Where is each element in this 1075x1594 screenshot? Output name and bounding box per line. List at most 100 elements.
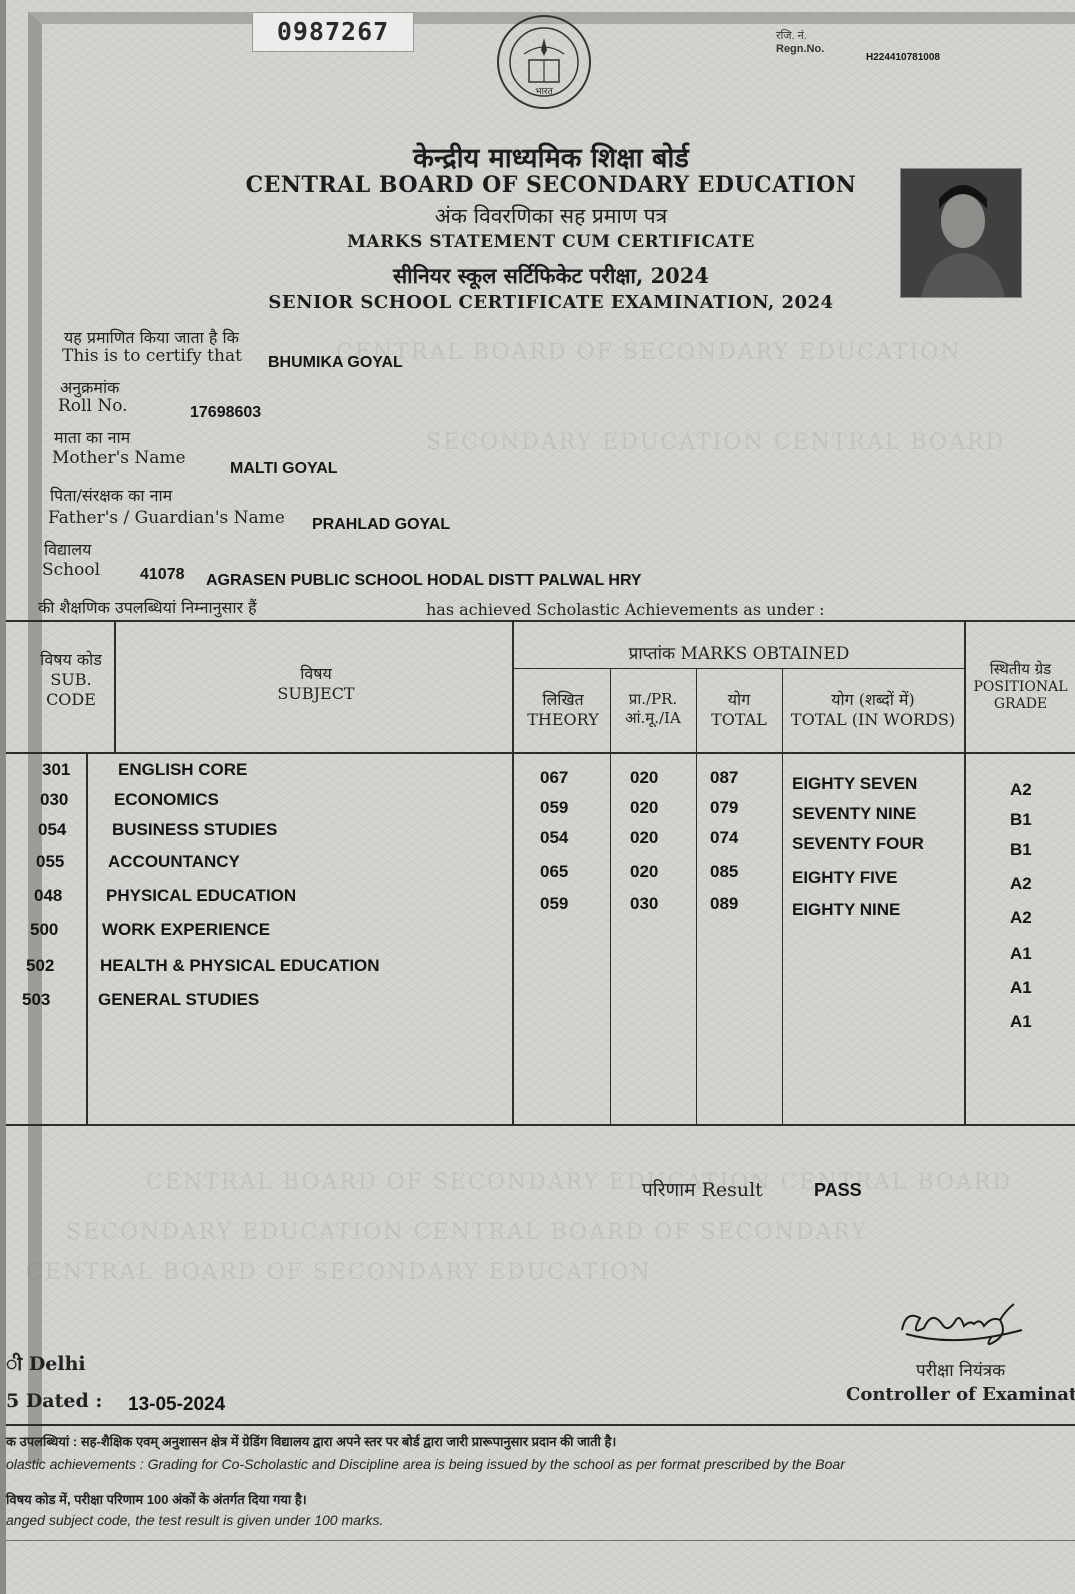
practical-marks: 020 xyxy=(630,828,659,847)
subject-code: 502 xyxy=(26,956,55,975)
result-value: PASS xyxy=(814,1180,862,1200)
practical-marks: 020 xyxy=(630,862,659,881)
subject-name: WORK EXPERIENCE xyxy=(102,920,271,939)
mother-name: MALTI GOYAL xyxy=(230,460,338,477)
subject-code: 054 xyxy=(38,820,67,839)
issue-date: 13-05-2024 xyxy=(128,1394,226,1415)
controller-signature xyxy=(901,1303,1023,1345)
note2-english: anged subject code, the test result is g… xyxy=(6,1512,384,1528)
dated-label: 5 Dated : xyxy=(6,1390,103,1412)
cbse-emblem-icon: भारत xyxy=(497,15,591,109)
certify-hindi-label: यह प्रमाणित किया जाता है कि xyxy=(64,328,239,347)
theory-marks: 054 xyxy=(540,828,569,847)
result-label-hindi: परिणाम xyxy=(642,1179,696,1201)
header-subject-hindi: विषय xyxy=(300,664,332,683)
watermark: CENTRAL BOARD OF SECONDARY EDUCATION xyxy=(26,1260,652,1285)
header-words: योग (शब्दों में) TOTAL (IN WORDS) xyxy=(782,690,964,730)
subject-name: ECONOMICS xyxy=(114,790,219,809)
total-in-words: EIGHTY FIVE xyxy=(792,868,898,887)
header-words-english: TOTAL (IN WORDS) xyxy=(790,710,956,729)
positional-grade: A1 xyxy=(1010,978,1032,997)
certify-english-label: This is to certify that xyxy=(62,346,242,366)
header-total: योग TOTAL xyxy=(696,690,782,730)
serial-number: 0987267 xyxy=(252,12,414,52)
roll-english-label: Roll No. xyxy=(58,396,128,416)
student-photo xyxy=(900,168,1022,298)
footer-bottom-line xyxy=(6,1540,1075,1541)
header-theory-english: THEORY xyxy=(527,710,599,729)
result-label-english: Result xyxy=(701,1179,763,1201)
total-in-words: SEVENTY FOUR xyxy=(792,834,924,853)
watermark: SECONDARY EDUCATION CENTRAL BOARD OF SEC… xyxy=(66,1220,868,1245)
header-subject-english: SUBJECT xyxy=(277,684,355,703)
header-pr-ia: प्रा./PR. आं.मू./IA xyxy=(610,690,696,728)
positional-grade: A2 xyxy=(1010,874,1032,893)
theory-marks: 059 xyxy=(540,894,569,913)
subject-code: 503 xyxy=(22,990,51,1009)
watermark: CENTRAL BOARD OF SECONDARY EDUCATION xyxy=(336,340,962,365)
total-in-words: EIGHTY NINE xyxy=(792,900,901,919)
col-divider xyxy=(964,620,966,1124)
statement-title-english: MARKS STATEMENT CUM CERTIFICATE xyxy=(347,232,755,252)
exam-title-hindi: सीनियर स्कूल सर्टिफिकेट परीक्षा, 2024 xyxy=(392,263,710,288)
total-marks: 087 xyxy=(710,768,739,787)
practical-marks: 020 xyxy=(630,798,659,817)
father-name: PRAHLAD GOYAL xyxy=(312,516,451,533)
roll-number: 17698603 xyxy=(190,404,262,421)
table-top-border xyxy=(6,620,1075,622)
total-in-words: SEVENTY NINE xyxy=(792,804,917,823)
subject-name: ENGLISH CORE xyxy=(118,760,248,779)
subject-code: 301 xyxy=(42,760,71,779)
header-marks: प्राप्तांक MARKS OBTAINED xyxy=(514,644,964,665)
board-name-english: CENTRAL BOARD OF SECONDARY EDUCATION xyxy=(245,172,857,198)
header-total-hindi: योग xyxy=(727,690,751,709)
subject-code: 030 xyxy=(40,790,69,809)
school-name: AGRASEN PUBLIC SCHOOL HODAL DISTT PALWAL… xyxy=(206,572,642,589)
header-code: विषय कोड SUB. CODE xyxy=(26,650,116,710)
positional-grade: B1 xyxy=(1010,810,1032,829)
footer-divider xyxy=(6,1424,1075,1426)
header-subject: विषय SUBJECT xyxy=(216,664,416,704)
practical-marks: 020 xyxy=(630,768,659,787)
certificate-sheet: CENTRAL BOARD OF SECONDARY EDUCATION SEC… xyxy=(6,0,1075,1594)
watermark: SECONDARY EDUCATION CENTRAL BOARD xyxy=(426,430,1006,455)
header-total-english: TOTAL xyxy=(711,710,767,729)
mother-english-label: Mother's Name xyxy=(52,448,186,468)
col-divider xyxy=(610,668,611,1124)
father-english-label: Father's / Guardian's Name xyxy=(48,508,285,528)
subject-code: 048 xyxy=(34,886,63,905)
note1-hindi: क उपलब्धियां : सह-शैक्षिक एवम् अनुशासन क… xyxy=(6,1434,617,1449)
col-divider xyxy=(696,668,697,1124)
board-name-hindi: केन्द्रीय माध्यमिक शिक्षा बोर्ड xyxy=(413,143,689,174)
exam-title-english: SENIOR SCHOOL CERTIFICATE EXAMINATION, 2… xyxy=(268,292,834,313)
controller-hindi: परीक्षा नियंत्रक xyxy=(916,1361,1006,1381)
total-in-words: EIGHTY SEVEN xyxy=(792,774,918,793)
regn-number: H224410781008 xyxy=(866,52,940,63)
col-divider xyxy=(86,752,88,1124)
roll-hindi-label: अनुक्रमांक xyxy=(60,378,120,397)
header-grade-english: POSITIONAL GRADE xyxy=(973,678,1068,713)
marks-subheader-border xyxy=(514,668,964,669)
header-words-hindi: योग (शब्दों में) xyxy=(831,690,915,709)
header-code-hindi: विषय कोड xyxy=(40,650,102,669)
regn-hindi-label: रजि. नं. xyxy=(776,30,807,42)
subject-name: PHYSICAL EDUCATION xyxy=(106,886,297,905)
positional-grade: A2 xyxy=(1010,908,1032,927)
positional-grade: A1 xyxy=(1010,1012,1032,1031)
positional-grade: A2 xyxy=(1010,780,1032,799)
achievement-english-label: has achieved Scholastic Achievements as … xyxy=(426,600,825,619)
emblem-text: भारत xyxy=(535,87,553,97)
registration-block: रजि. नं. Regn.No. H224410781008 xyxy=(776,28,940,63)
achievement-hindi-label: की शैक्षणिक उपलब्धियां निम्नानुसार हैं xyxy=(38,598,257,617)
subject-code: 500 xyxy=(30,920,59,939)
header-theory: लिखित THEORY xyxy=(516,690,610,730)
header-grade: स्थितीय ग्रेड POSITIONAL GRADE xyxy=(966,660,1075,714)
practical-marks: 030 xyxy=(630,894,659,913)
subject-code: 055 xyxy=(36,852,65,871)
positional-grade: A1 xyxy=(1010,944,1032,963)
subject-name: BUSINESS STUDIES xyxy=(112,820,278,839)
statement-title-hindi: अंक विवरणिका सह प्रमाण पत्र xyxy=(434,204,668,228)
place: ी Delhi xyxy=(6,1353,86,1375)
theory-marks: 067 xyxy=(540,768,569,787)
positional-grade: B1 xyxy=(1010,840,1032,859)
